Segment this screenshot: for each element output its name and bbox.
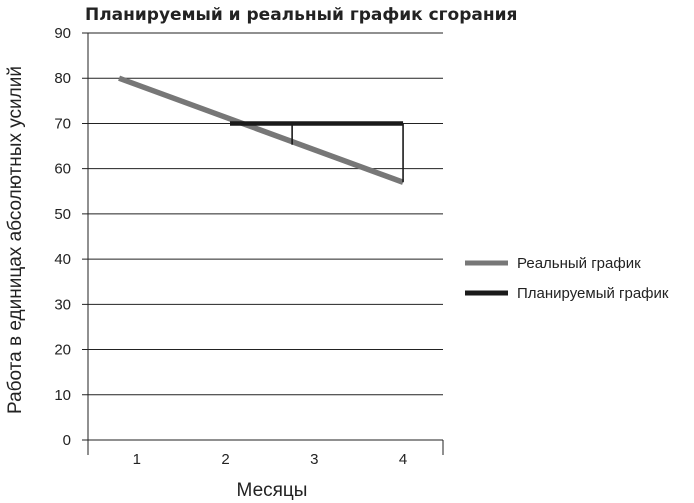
y-axis-ticks: 0 10 20 30 40 50 60 70 80 90: [54, 25, 71, 449]
legend-item-actual-label: Реальный график: [517, 255, 641, 272]
x-tick-label-2: 2: [221, 451, 229, 468]
x-tick-label-1: 1: [133, 451, 141, 468]
y-tick-label-30: 30: [54, 296, 71, 313]
y-tick-label-80: 80: [54, 70, 71, 87]
legend: Реальный график Планируемый график: [465, 255, 669, 302]
gridlines: [82, 32, 443, 441]
y-tick-label-10: 10: [54, 387, 71, 404]
y-tick-label-40: 40: [54, 251, 71, 268]
y-axis-label: Работа в единицах абсолютных усилий: [5, 66, 26, 414]
chart-title: Планируемый и реальный график сгорания: [85, 5, 517, 25]
x-tick-label-4: 4: [399, 451, 407, 468]
legend-item-planned-label: Планируемый график: [517, 285, 669, 302]
x-axis-label: Месяцы: [237, 480, 308, 501]
series-line-actual: [118, 75, 405, 185]
y-tick-label-90: 90: [54, 25, 71, 42]
x-axis-ticks: 1 2 3 4: [133, 440, 444, 468]
y-tick-label-70: 70: [54, 115, 71, 132]
y-tick-label-20: 20: [54, 342, 71, 359]
x-tick-label-3: 3: [310, 451, 318, 468]
y-tick-label-0: 0: [63, 432, 71, 449]
y-tick-label-60: 60: [54, 161, 71, 178]
plot-marks: [118, 75, 405, 185]
y-tick-label-50: 50: [54, 206, 71, 223]
